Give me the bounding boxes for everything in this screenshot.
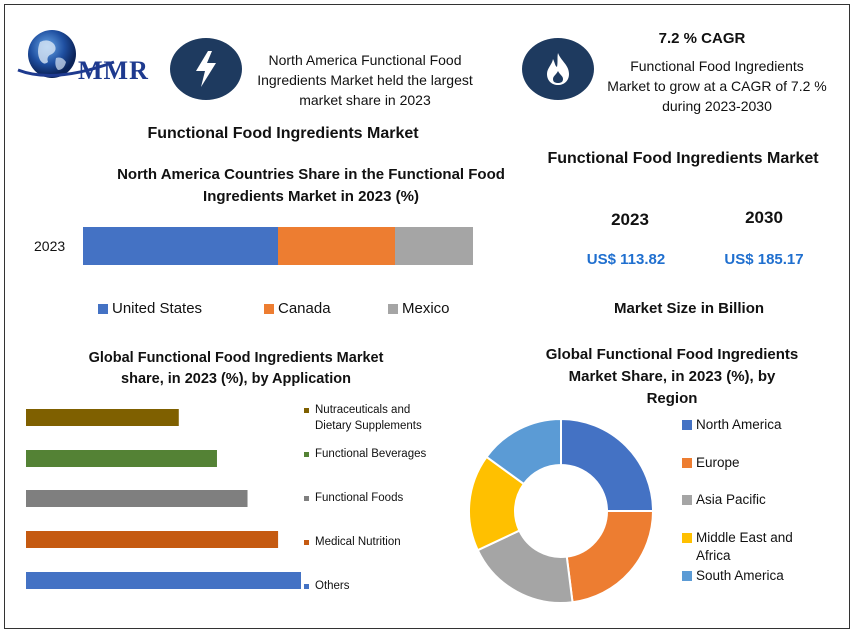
legend-label: Mexico	[402, 300, 450, 317]
legend-item-canada: Canada	[264, 300, 331, 317]
application-chart-title: Global Functional Food Ingredients Marke…	[60, 348, 412, 390]
legend-swatch	[682, 571, 692, 581]
stacked-title-line: North America Countries Share in the Fun…	[117, 166, 505, 183]
legend-item-mexico: Mexico	[388, 300, 450, 317]
region-title-line: Market Share, in 2023 (%), by	[568, 368, 776, 385]
legend-swatch	[682, 458, 692, 468]
application-bar-nutraceuticals-and-dietary-supplements	[26, 409, 179, 426]
legend-swatch	[98, 304, 108, 315]
legend-label: South America	[696, 568, 784, 583]
legend-label: North America	[696, 417, 782, 432]
logo-text: MMR	[78, 56, 149, 85]
year-axis-label: 2023	[34, 238, 65, 254]
flame-icon	[547, 53, 569, 85]
market-size-caption: Market Size in Billion	[613, 300, 765, 317]
legend-swatch	[682, 495, 692, 505]
legend-swatch	[682, 533, 692, 543]
legend-swatch	[304, 452, 309, 457]
infographic-frame	[4, 4, 850, 629]
region-title-line: Global Functional Food Ingredients	[545, 346, 799, 363]
region-donut-chart	[468, 417, 655, 604]
brand-logo[interactable]: MMR	[14, 26, 164, 86]
legend-label: Middle East and Africa	[696, 530, 793, 563]
info2-line: Market to grow at a CAGR of 7.2 %	[607, 78, 827, 94]
legend-swatch	[304, 540, 309, 545]
value-2023: US$ 113.82	[586, 251, 666, 268]
donut-slice-europe	[565, 510, 655, 604]
legend-item-others: Others	[304, 578, 350, 594]
info2-line: during 2023-2030	[662, 98, 772, 114]
legend-label: Medical Nutrition	[315, 536, 401, 548]
legend-item-europe: Europe	[682, 454, 740, 472]
stacked-bar-chart: 2023	[34, 227, 473, 265]
info2-icon-circle	[522, 38, 594, 100]
legend-item-functional-foods: Functional Foods	[304, 490, 403, 506]
legend-label: Functional Foods	[315, 492, 404, 504]
legend-item-functional-beverages: Functional Beverages	[304, 446, 426, 462]
info2-line: Functional Food Ingredients	[630, 58, 804, 74]
application-title-line: share, in 2023 (%), by Application	[121, 371, 351, 387]
info1-icon-circle	[170, 38, 242, 100]
info1-line: North America Functional Food	[268, 52, 462, 68]
stacked-chart-title: North America Countries Share in the Fun…	[90, 164, 532, 208]
legend-swatch	[304, 584, 309, 589]
legend-item-united-states: United States	[98, 300, 202, 317]
legend-item-middle-east-and-africa: Middle East and Africa	[682, 529, 800, 565]
info1-line: Ingredients Market held the largest	[257, 72, 473, 88]
legend-label: Functional Beverages	[315, 448, 427, 460]
legend-item-north-america: North America	[682, 416, 782, 434]
legend-label: Europe	[696, 455, 740, 470]
legend-label: Canada	[278, 300, 331, 317]
donut-slice-south-america	[485, 417, 562, 486]
left-section-title: Functional Food Ingredients Market	[147, 125, 419, 142]
right-section-title: Functional Food Ingredients Market	[547, 150, 819, 167]
application-bar-functional-beverages	[26, 450, 217, 467]
lightning-icon	[196, 51, 216, 87]
application-title-line: Global Functional Food Ingredients Marke…	[88, 350, 384, 366]
application-bar-functional-foods	[26, 490, 248, 507]
donut-slice-north-america	[560, 417, 655, 512]
legend-swatch	[388, 304, 398, 315]
value-2030: US$ 185.17	[724, 251, 804, 268]
region-title-line: Region	[646, 390, 698, 407]
year-2030-label: 2030	[745, 208, 783, 227]
info1-text: North America Functional Food Ingredient…	[238, 50, 492, 110]
region-chart-title: Global Functional Food Ingredients Marke…	[522, 344, 822, 410]
legend-item-south-america: South America	[682, 567, 784, 585]
stacked-title-line: Ingredients Market in 2023 (%)	[203, 188, 419, 205]
legend-swatch	[304, 408, 309, 413]
info2-title: 7.2 % CAGR	[658, 30, 746, 47]
info1-line: market share in 2023	[299, 92, 431, 108]
stacked-bar-united-states	[83, 227, 278, 265]
year-2023-label: 2023	[611, 210, 649, 229]
application-bar-chart	[26, 409, 301, 589]
legend-label: Nutraceuticals and Dietary Supplements	[315, 404, 422, 432]
legend-item-nutraceuticals-and-dietary-supplements: Nutraceuticals and Dietary Supplements	[304, 402, 437, 434]
legend-label: Asia Pacific	[696, 492, 766, 507]
legend-label: United States	[112, 300, 203, 317]
legend-swatch	[682, 420, 692, 430]
stacked-bar-canada	[278, 227, 395, 265]
stacked-bar-mexico	[395, 227, 473, 265]
legend-swatch	[304, 496, 309, 501]
legend-item-medical-nutrition: Medical Nutrition	[304, 534, 401, 550]
legend-swatch	[264, 304, 274, 315]
globe-icon	[17, 30, 115, 78]
application-bar-others	[26, 572, 301, 589]
application-bar-medical-nutrition	[26, 531, 279, 548]
legend-label: Others	[315, 580, 350, 592]
info2-text: Functional Food Ingredients Market to gr…	[594, 56, 840, 116]
legend-item-asia-pacific: Asia Pacific	[682, 491, 766, 509]
